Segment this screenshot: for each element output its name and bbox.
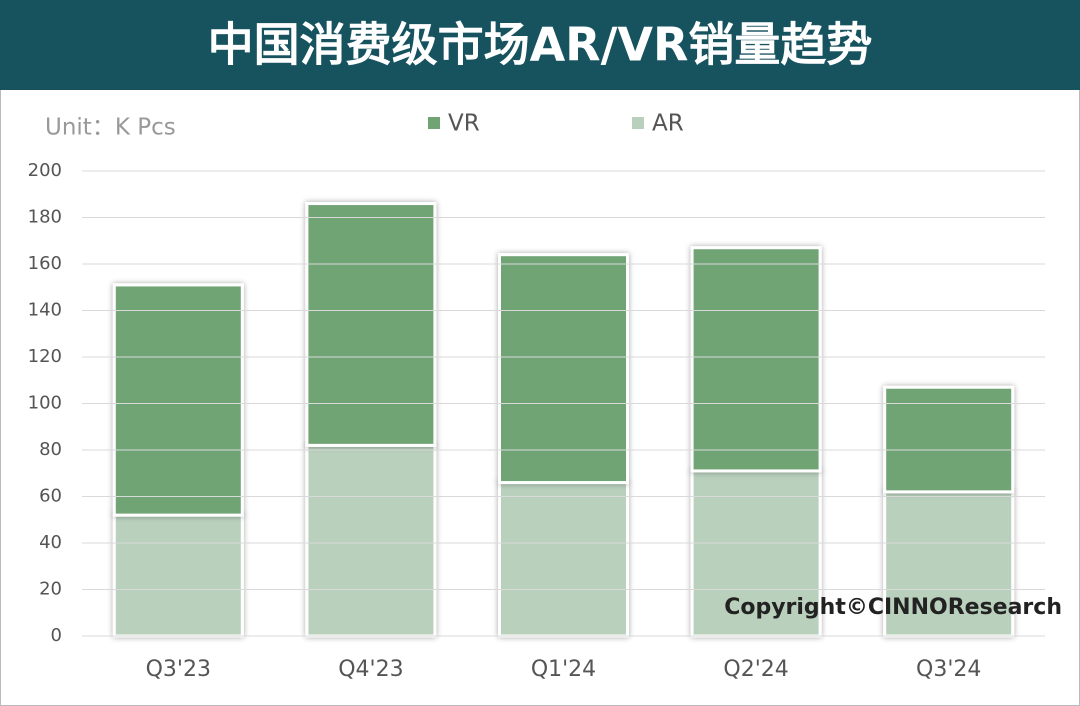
x-tick-label: Q3'23 — [146, 657, 211, 682]
legend-label: VR — [448, 111, 480, 137]
bar-segment — [883, 385, 1015, 494]
y-tick-label: 60 — [39, 486, 62, 507]
y-tick-label: 200 — [28, 160, 62, 181]
legend-swatch — [632, 117, 644, 129]
unit-label: Unit：K Pcs — [45, 115, 176, 141]
bar-segment — [112, 513, 244, 638]
y-tick-label: 160 — [28, 253, 62, 274]
legend-swatch — [428, 117, 440, 129]
bar-segment — [305, 202, 437, 447]
copyright: Copyright©CINNOResearch — [724, 595, 1062, 620]
chart-title: 中国消费级市场AR/VR销量趋势 — [208, 18, 873, 72]
y-tick-label: 100 — [28, 393, 62, 414]
bar-segment — [690, 246, 822, 473]
y-tick-label: 0 — [51, 625, 62, 646]
bar-segment — [498, 253, 629, 485]
bar-segment — [305, 443, 437, 638]
y-tick-label: 140 — [28, 300, 62, 321]
legend-label: AR — [652, 111, 684, 137]
y-tick-label: 80 — [39, 439, 62, 460]
bar-segment — [498, 481, 629, 638]
y-tick-label: 20 — [39, 579, 62, 600]
bar-segment — [112, 283, 244, 517]
y-tick-label: 180 — [28, 207, 62, 228]
x-tick-label: Q3'24 — [916, 657, 981, 682]
x-tick-label: Q1'24 — [531, 657, 596, 682]
x-tick-label: Q2'24 — [723, 657, 788, 682]
y-tick-label: 120 — [28, 346, 62, 367]
x-tick-label: Q4'23 — [338, 657, 403, 682]
y-tick-label: 40 — [39, 532, 62, 553]
title-band — [0, 0, 1080, 90]
bar-segment — [883, 490, 1015, 638]
